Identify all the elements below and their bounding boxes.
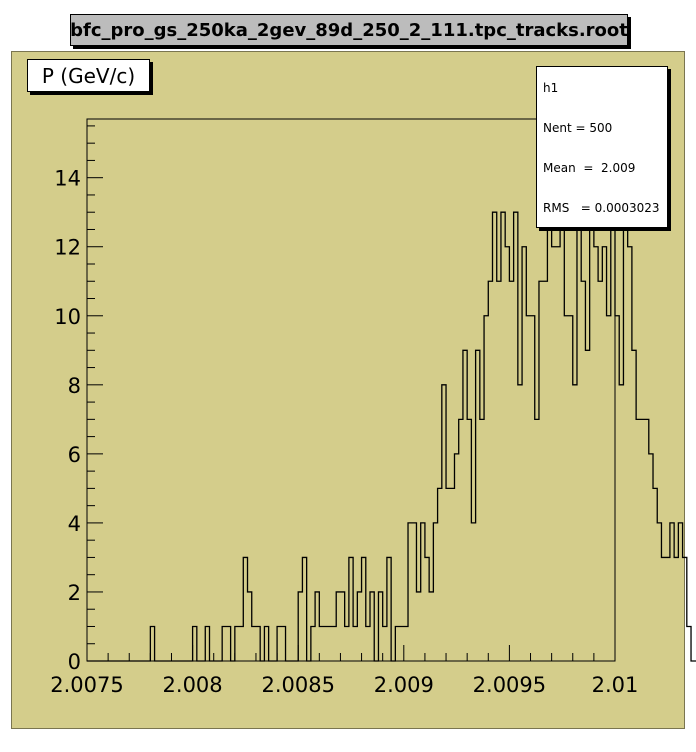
x-tick-label: 2.008 — [163, 673, 223, 697]
x-tick-label: 2.0085 — [261, 673, 334, 697]
stats-box: h1 Nent = 500 Mean = 2.009 RMS = 0.00030… — [536, 66, 668, 228]
stats-entries: Nent = 500 — [543, 121, 612, 135]
y-tick-label: 4 — [68, 512, 81, 536]
y-tick-label: 2 — [68, 581, 81, 605]
x-tick-label: 2.009 — [374, 673, 434, 697]
stats-name: h1 — [543, 81, 558, 95]
y-tick-label: 8 — [68, 374, 81, 398]
x-tick-label: 2.0095 — [473, 673, 546, 697]
x-tick-labels: 2.0075 2.008 2.0085 2.009 2.0095 2.01 — [50, 673, 638, 697]
y-tick-label: 12 — [54, 236, 81, 260]
y-tick-labels: 0 2 4 6 8 10 12 14 — [54, 167, 81, 674]
y-axis-title: P (GeV/c) — [27, 59, 150, 92]
y-tick-label: 6 — [68, 443, 81, 467]
stats-rms: RMS = 0.0003023 — [543, 201, 660, 215]
y-tick-label: 10 — [54, 305, 81, 329]
x-tick-label: 2.0075 — [50, 673, 123, 697]
stats-mean: Mean = 2.009 — [543, 161, 635, 175]
x-tick-label: 2.01 — [592, 673, 639, 697]
y-tick-label: 14 — [54, 167, 81, 191]
y-tick-label: 0 — [68, 650, 81, 674]
